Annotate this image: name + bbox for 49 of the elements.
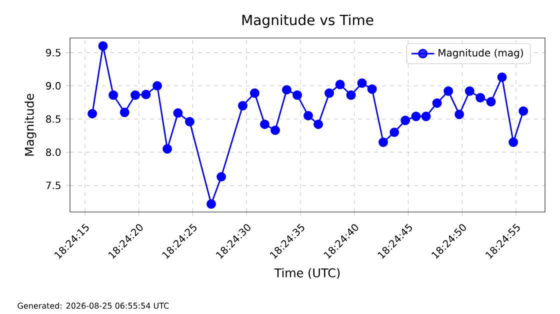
point (367, 84, 377, 94)
point (324, 88, 334, 98)
point (238, 101, 248, 110)
point (98, 41, 108, 51)
point (497, 72, 507, 82)
point (464, 86, 474, 96)
legend-label: Magnitude (mag) (438, 48, 523, 58)
point (378, 138, 388, 147)
point (206, 199, 216, 209)
y-tick-label: 8.0 (46, 148, 61, 156)
point (292, 90, 302, 100)
point (454, 110, 464, 120)
point (270, 126, 280, 136)
point (108, 90, 118, 100)
point (152, 81, 162, 91)
x-axis-title: Time (UTC) (274, 268, 340, 279)
y-tick-label: 9.5 (46, 48, 60, 56)
chart-title: Magnitude vs Time (242, 14, 374, 28)
point (444, 86, 454, 96)
point (476, 93, 486, 103)
point (390, 128, 400, 138)
point (518, 106, 528, 116)
point (421, 112, 431, 122)
point (130, 90, 140, 100)
point (250, 88, 260, 98)
point (120, 108, 130, 118)
point (335, 80, 345, 90)
point (162, 144, 172, 154)
point (304, 110, 313, 120)
y-tick-label: 9.0 (46, 82, 61, 90)
point (141, 90, 151, 100)
point (400, 116, 410, 126)
point (216, 172, 226, 182)
point (411, 112, 421, 122)
point (260, 120, 270, 130)
point (346, 90, 356, 100)
point (282, 85, 292, 95)
point (314, 120, 324, 130)
point (508, 138, 518, 147)
y-tick-label: 8.5 (46, 115, 60, 123)
point (486, 97, 496, 106)
y-tick-label: 7.5 (46, 182, 60, 190)
point (432, 98, 442, 108)
point (173, 108, 183, 118)
text: Generated: 2026-08-25 06:55:54 UTC (18, 302, 169, 309)
point (184, 116, 194, 126)
point (357, 78, 367, 88)
point (88, 108, 98, 118)
y-axis-title: Magnitude (24, 94, 36, 156)
